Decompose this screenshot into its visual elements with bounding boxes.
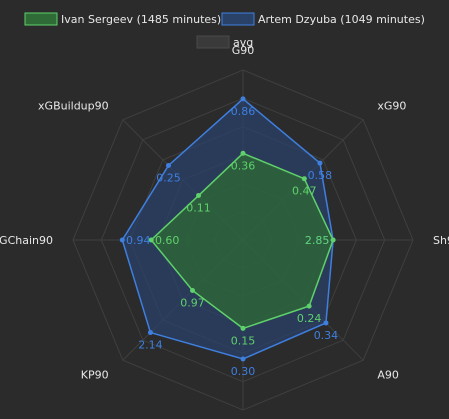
data-label: 0.36	[231, 159, 256, 172]
data-label: 0.86	[231, 105, 256, 118]
data-label: 0.30	[231, 365, 256, 378]
data-point	[240, 96, 246, 102]
data-point	[119, 237, 125, 243]
data-point	[323, 320, 329, 326]
axis-label: xG90	[377, 100, 406, 113]
data-point	[165, 162, 171, 168]
axis-label: xGBuildup90	[38, 100, 109, 113]
data-point	[240, 356, 246, 362]
data-label: 0.25	[156, 171, 181, 184]
data-label: 0.47	[292, 185, 317, 198]
data-point	[196, 193, 202, 199]
data-point	[240, 150, 246, 156]
data-point	[190, 287, 196, 293]
data-point	[147, 330, 153, 336]
data-label: 0.97	[180, 296, 205, 309]
data-label: 0.24	[297, 312, 322, 325]
data-label: 0.34	[314, 329, 339, 342]
axis-label: A90	[377, 368, 399, 381]
axis-label: KP90	[81, 368, 109, 381]
axis-label: xGChain90	[0, 234, 53, 247]
data-label: 2.14	[138, 339, 163, 352]
data-label: 2.85	[305, 234, 330, 247]
data-point	[330, 237, 336, 243]
data-point	[148, 237, 154, 243]
data-label: 0.60	[155, 234, 180, 247]
axis-label: Sh90	[433, 234, 449, 247]
data-point	[306, 303, 312, 309]
data-point	[317, 160, 323, 166]
legend-swatch	[196, 35, 230, 49]
legend-label: Ivan Sergeev (1485 minutes)	[61, 13, 221, 26]
data-label: 2.85	[305, 234, 330, 247]
data-point	[240, 325, 246, 331]
data-label: 0.94	[126, 234, 151, 247]
legend-swatch	[221, 12, 255, 26]
data-point	[301, 176, 307, 182]
legend-swatch	[24, 12, 58, 26]
data-label: 0.11	[186, 202, 211, 215]
data-label: 0.15	[231, 334, 256, 347]
data-label: 0.58	[308, 169, 333, 182]
legend-label: Artem Dzyuba (1049 minutes)	[258, 13, 425, 26]
legend-label: avg	[233, 36, 253, 49]
axis-label: G90	[232, 44, 255, 57]
